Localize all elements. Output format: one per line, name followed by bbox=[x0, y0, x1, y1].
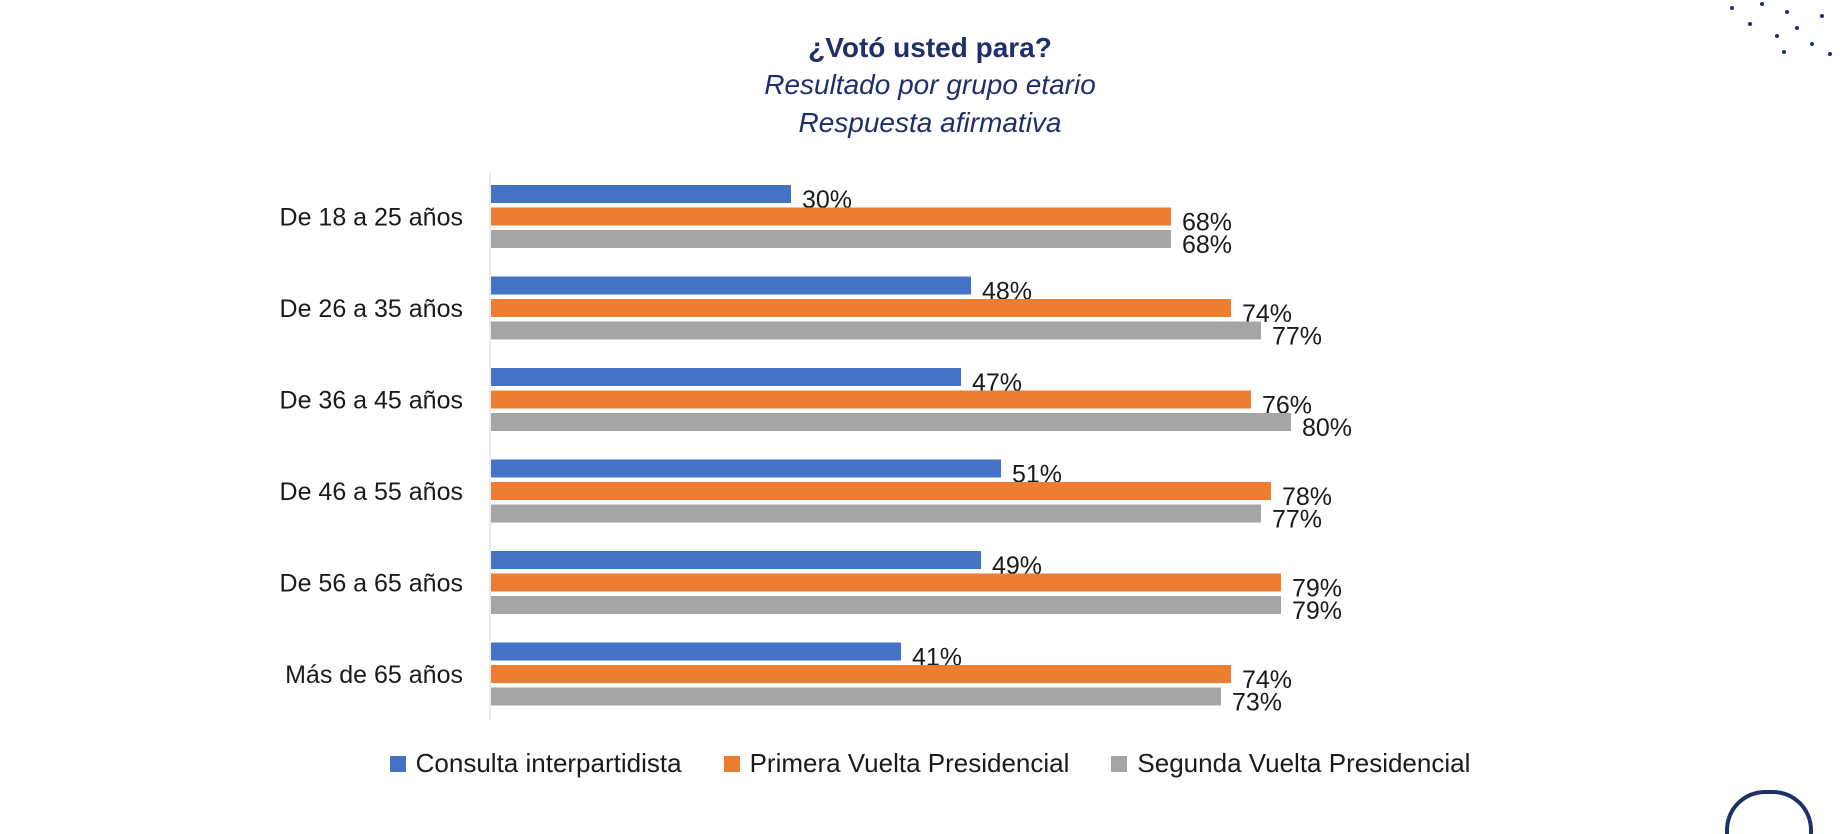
bar bbox=[491, 551, 981, 569]
bar bbox=[491, 321, 1261, 340]
bar bbox=[491, 573, 1281, 592]
chart-subtitle: Resultado por grupo etario bbox=[764, 69, 1096, 100]
data-label: 68% bbox=[1182, 209, 1232, 237]
bar bbox=[491, 390, 1251, 409]
data-label: 79% bbox=[1292, 575, 1342, 603]
bar bbox=[491, 687, 1221, 706]
bar bbox=[491, 299, 1231, 317]
legend-label-segunda: Segunda Vuelta Presidencial bbox=[1137, 748, 1471, 778]
bar bbox=[491, 413, 1291, 431]
category-label: De 18 a 25 años bbox=[280, 204, 463, 232]
bar bbox=[491, 504, 1261, 523]
category-label: De 26 a 35 años bbox=[280, 295, 463, 323]
category-label: De 46 a 55 años bbox=[280, 478, 463, 506]
bar bbox=[491, 665, 1231, 683]
category-label: De 36 a 45 años bbox=[280, 387, 463, 415]
bar bbox=[491, 230, 1171, 248]
chart-title: ¿Votó usted para? bbox=[808, 32, 1052, 63]
category-label: De 56 a 65 años bbox=[280, 570, 463, 598]
legend-label-consulta: Consulta interpartidista bbox=[415, 748, 682, 778]
legend-item-segunda: Segunda Vuelta Presidencial bbox=[1111, 748, 1470, 779]
bar bbox=[491, 185, 791, 203]
bar bbox=[491, 482, 1271, 500]
chart-subtitle-2: Respuesta afirmativa bbox=[798, 107, 1062, 138]
data-label: 77% bbox=[1272, 323, 1322, 351]
data-label: 77% bbox=[1272, 506, 1322, 534]
bar bbox=[491, 596, 1281, 614]
legend-item-consulta: Consulta interpartidista bbox=[389, 748, 682, 779]
chart-legend: Consulta interpartidista Primera Vuelta … bbox=[0, 748, 1840, 779]
data-label: 74% bbox=[1242, 666, 1292, 694]
logo-icon bbox=[1725, 790, 1813, 834]
bar bbox=[491, 459, 1001, 478]
data-label: 79% bbox=[1292, 597, 1342, 625]
chart-titles: ¿Votó usted para? Resultado por grupo et… bbox=[0, 30, 1840, 142]
bar bbox=[491, 276, 971, 295]
bar bbox=[491, 207, 1171, 226]
data-label: 68% bbox=[1182, 231, 1232, 259]
data-label: 78% bbox=[1282, 483, 1332, 511]
category-label: Más de 65 años bbox=[285, 661, 463, 689]
legend-label-primera: Primera Vuelta Presidencial bbox=[749, 748, 1070, 778]
legend-swatch-primera bbox=[723, 755, 740, 772]
legend-swatch-consulta bbox=[389, 755, 406, 772]
bar bbox=[491, 642, 901, 661]
legend-swatch-segunda bbox=[1111, 755, 1128, 772]
data-label: 80% bbox=[1302, 414, 1352, 442]
bar bbox=[491, 368, 961, 386]
data-label: 73% bbox=[1232, 689, 1282, 717]
legend-item-primera: Primera Vuelta Presidencial bbox=[723, 748, 1070, 779]
